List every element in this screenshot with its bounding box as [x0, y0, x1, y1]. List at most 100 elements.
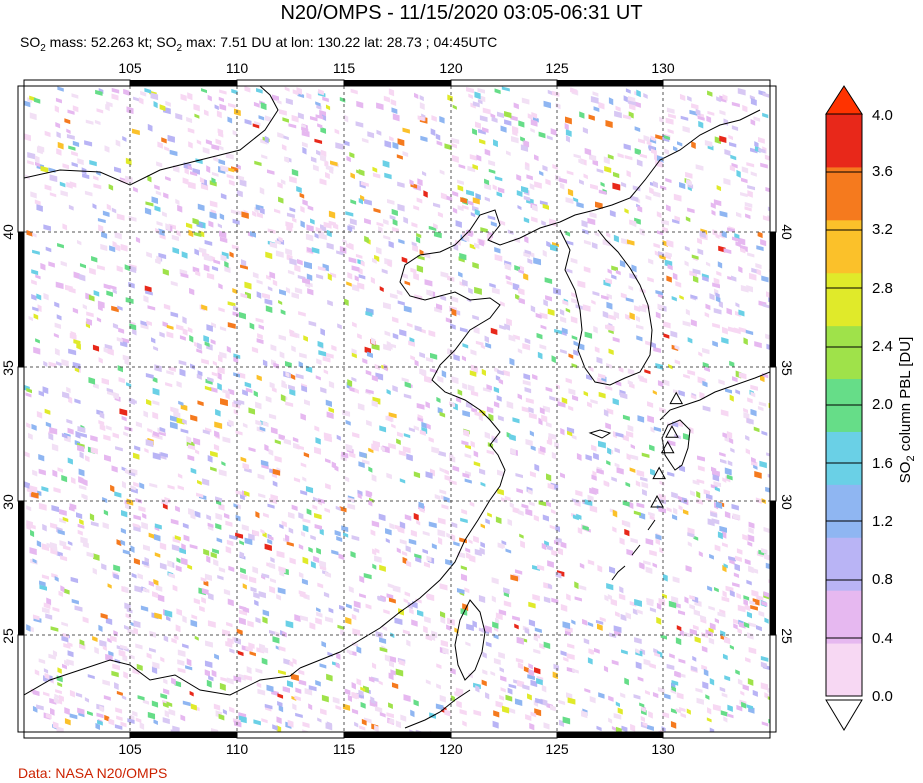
so2-pixel: [696, 498, 703, 505]
so2-pixel: [135, 717, 142, 724]
so2-pixel: [400, 714, 407, 722]
so2-pixel: [133, 186, 138, 193]
so2-pixel: [28, 315, 34, 322]
colorbar-label: 0.8: [872, 571, 893, 588]
so2-pixel: [235, 490, 244, 496]
so2-pixel: [300, 530, 306, 538]
so2-pixel: [408, 340, 415, 347]
so2-pixel: [27, 160, 34, 166]
so2-pixel: [497, 369, 504, 376]
so2-pixel: [522, 343, 531, 351]
so2-pixel: [760, 655, 769, 662]
so2-pixel: [572, 394, 579, 402]
so2-pixel: [404, 591, 411, 597]
so2-pixel: [594, 231, 600, 237]
so2-pixel: [324, 507, 331, 514]
so2-pixel: [493, 658, 501, 665]
so2-pixel: [664, 254, 671, 260]
so2-pixel: [666, 107, 675, 114]
so2-pixel: [553, 663, 560, 671]
so2-pixel: [99, 423, 106, 432]
so2-pixel: [382, 625, 388, 632]
so2-pixel: [524, 387, 532, 394]
so2-pixel: [719, 135, 727, 144]
so2-pixel: [260, 528, 265, 535]
so2-pixel: [289, 332, 298, 339]
so2-pixel: [142, 544, 150, 552]
so2-pixel: [294, 287, 303, 295]
so2-pixel: [346, 242, 351, 250]
so2-pixel: [351, 708, 359, 715]
so2-pixel: [29, 112, 37, 121]
so2-pixel: [750, 147, 758, 154]
so2-pixel: [217, 223, 223, 229]
so2-pixel: [167, 134, 175, 143]
so2-pixel: [719, 451, 726, 458]
so2-pixel: [146, 251, 152, 258]
so2-pixel: [594, 201, 603, 210]
so2-pixel: [159, 426, 166, 433]
so2-pixel: [84, 190, 93, 197]
so2-pixel: [137, 695, 145, 701]
so2-pixel: [364, 218, 371, 225]
so2-pixel: [371, 474, 377, 483]
so2-pixel: [343, 140, 350, 147]
so2-pixel: [461, 440, 469, 446]
so2-pixel: [437, 517, 446, 525]
so2-pixel: [461, 355, 467, 362]
so2-pixel: [61, 474, 68, 483]
so2-pixel: [401, 377, 409, 383]
so2-pixel: [670, 708, 677, 714]
so2-pixel: [62, 391, 70, 399]
so2-pixel: [77, 523, 85, 529]
so2-pixel: [152, 661, 160, 669]
so2-pixel: [55, 121, 61, 129]
so2-pixel: [259, 186, 265, 195]
so2-pixel: [354, 721, 359, 728]
so2-pixel: [27, 151, 36, 160]
so2-pixel: [542, 249, 547, 258]
so2-pixel: [514, 569, 523, 575]
so2-pixel: [347, 379, 353, 387]
lon-tick-top: 130: [651, 60, 675, 76]
so2-pixel: [663, 333, 670, 339]
so2-pixel: [60, 585, 65, 593]
so2-pixel: [93, 183, 102, 190]
so2-pixel: [687, 541, 692, 548]
so2-pixel: [372, 172, 381, 179]
so2-pixel: [197, 479, 202, 486]
so2-pixel: [78, 476, 84, 485]
so2-pixel: [574, 596, 582, 602]
so2-pixel: [72, 105, 79, 113]
so2-pixel: [559, 308, 565, 316]
so2-pixel: [279, 351, 285, 359]
so2-pixel: [756, 625, 762, 632]
so2-pixel: [130, 484, 136, 491]
so2-pixel: [285, 97, 293, 106]
so2-pixel: [499, 220, 506, 226]
so2-pixel: [325, 164, 334, 172]
so2-pixel: [403, 598, 409, 604]
so2-pixel: [480, 541, 485, 548]
so2-pixel: [282, 117, 289, 123]
so2-pixel: [448, 479, 457, 486]
so2-pixel: [436, 303, 443, 311]
so2-pixel: [80, 536, 88, 545]
so2-pixel: [187, 564, 193, 570]
so2-pixel: [493, 139, 498, 148]
so2-pixel: [339, 604, 345, 611]
so2-pixel: [266, 274, 271, 281]
so2-pixel: [38, 390, 45, 397]
so2-pixel: [226, 167, 235, 173]
so2-pixel: [105, 617, 113, 626]
so2-pixel: [189, 334, 194, 343]
so2-pixel: [172, 247, 180, 255]
so2-pixel: [750, 98, 757, 106]
so2-pixel: [675, 637, 682, 646]
so2-pixel: [728, 555, 737, 562]
so2-pixel: [294, 264, 301, 273]
so2-pixel: [147, 123, 153, 132]
so2-pixel: [746, 611, 753, 619]
so2-pixel: [291, 292, 299, 299]
so2-pixel: [428, 436, 434, 443]
